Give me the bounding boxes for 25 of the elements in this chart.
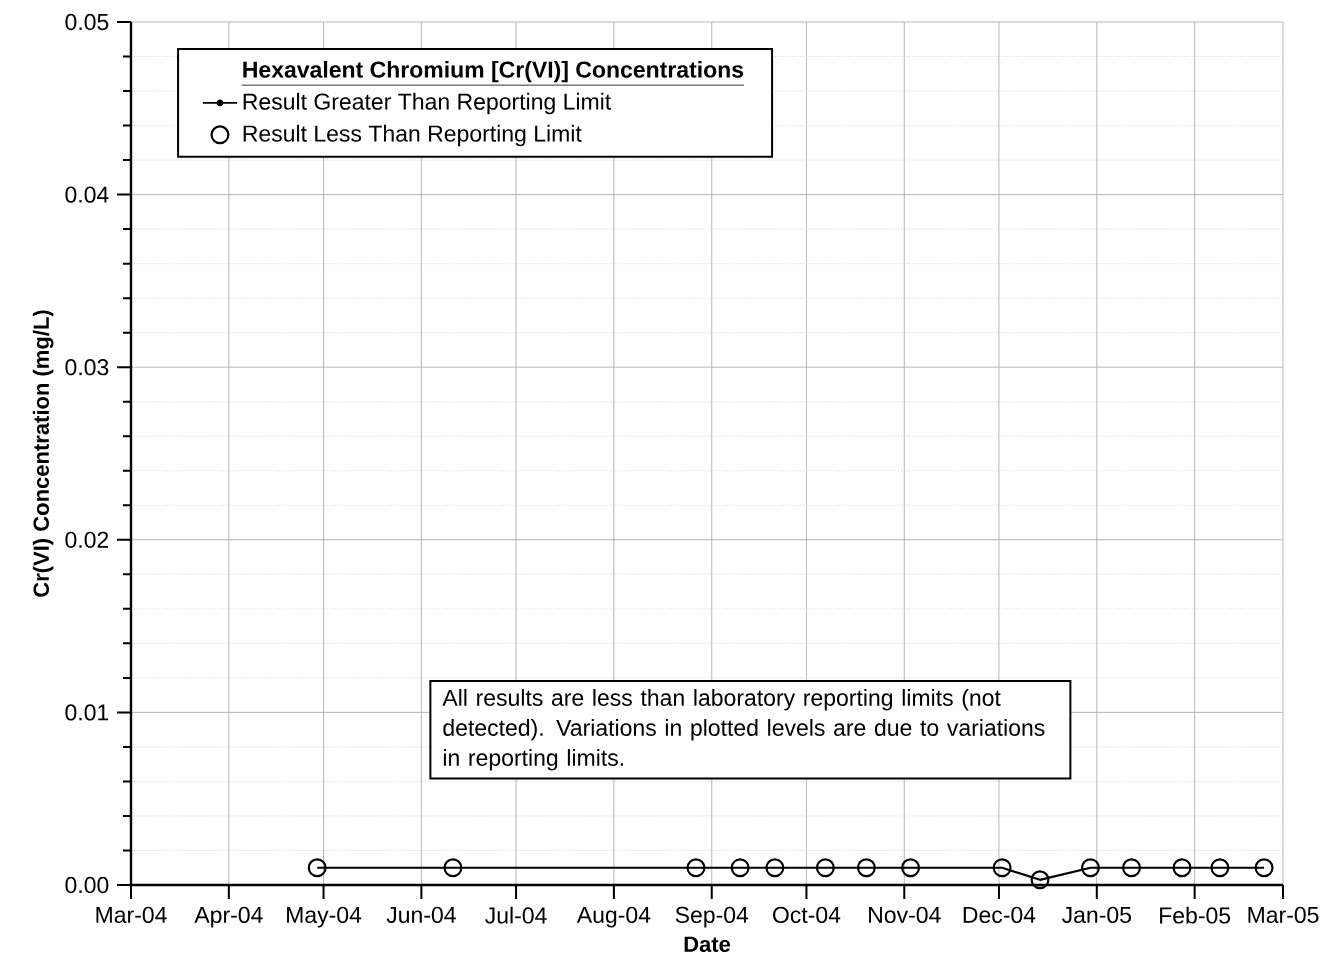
y-tick-label: 0.00	[65, 876, 109, 894]
x-tick-label: Feb-05	[1160, 906, 1231, 924]
y-tick-label: 0.03	[65, 359, 109, 376]
y-tick-label: 0.02	[65, 531, 109, 548]
legend-label: Result Greater Than Reporting Limit	[243, 92, 612, 115]
x-tick-label: Sep-04	[675, 906, 749, 928]
y-axis-title: Cr(VI) Concentration (mg/L)	[32, 310, 54, 597]
x-tick-label: Mar-04	[96, 906, 167, 924]
x-tick-label: Dec-04	[963, 906, 1036, 924]
x-tick-label: Oct-04	[773, 906, 841, 924]
x-tick-label: Jul-04	[485, 906, 547, 924]
y-tick-label: 0.04	[65, 186, 109, 203]
x-tick-label: Mar-05	[1248, 906, 1319, 924]
y-tick-label: 0.01	[65, 704, 109, 721]
x-axis-title: Date	[684, 936, 731, 952]
legend-label: Result Less Than Reporting Limit	[243, 124, 582, 147]
x-tick-label: May-04	[287, 906, 362, 928]
x-tick-label: Jan-05	[1061, 906, 1131, 924]
annotation: All results are less than laboratory reporting limits (not detected). Variations in plotted levels are due to variations in reporting limits.	[442, 689, 1045, 771]
x-tick-label: Apr-04	[194, 906, 263, 928]
y-tick-label: 0.05	[65, 13, 109, 31]
x-tick-label: Nov-04	[869, 906, 941, 924]
legend-title: Hexavalent Chromium [Cr(VI)] Concentrations	[243, 60, 744, 83]
x-tick-label: Jun-04	[386, 906, 456, 924]
x-tick-label: Aug-04	[576, 906, 651, 928]
